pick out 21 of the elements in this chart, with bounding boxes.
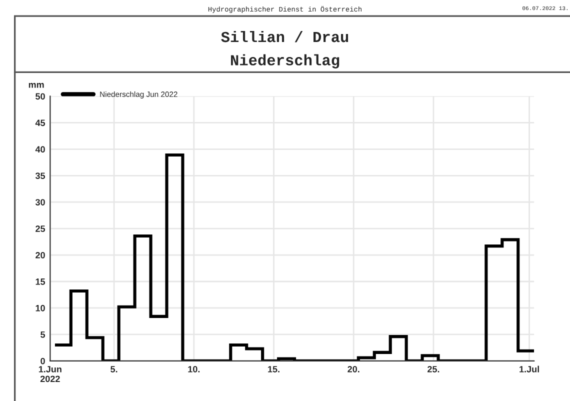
x-tick-label: 1.Jul	[520, 366, 539, 372]
x-tick-label: 5.	[110, 366, 118, 372]
x-tick-label: 20.	[348, 366, 360, 372]
chart-subtitle: Niederschlag	[230, 54, 340, 69]
chart-title: Sillian / Drau	[221, 30, 348, 42]
x-tick-label: 25.	[428, 366, 440, 372]
y-tick-label: 45	[35, 120, 46, 126]
y-tick-label: 30	[35, 199, 45, 206]
y-tick-label: 0	[40, 358, 45, 364]
y-tick-label: 20	[36, 252, 45, 258]
y-tick-label: 25	[36, 226, 46, 232]
y-axis-title: mm	[28, 82, 44, 88]
x-tick-label: 15.	[268, 366, 280, 372]
y-tick-label: 10	[36, 304, 45, 312]
x-tick-label: 1.Jun 2022	[38, 366, 62, 382]
y-tick-label: 15	[36, 278, 46, 285]
x-tick-label: 10.	[188, 366, 200, 372]
y-tick-label: 40	[35, 146, 45, 153]
y-tick-label: 50	[36, 93, 45, 100]
y-tick-label: 35	[35, 172, 46, 180]
y-tick-label: 5	[40, 331, 46, 338]
